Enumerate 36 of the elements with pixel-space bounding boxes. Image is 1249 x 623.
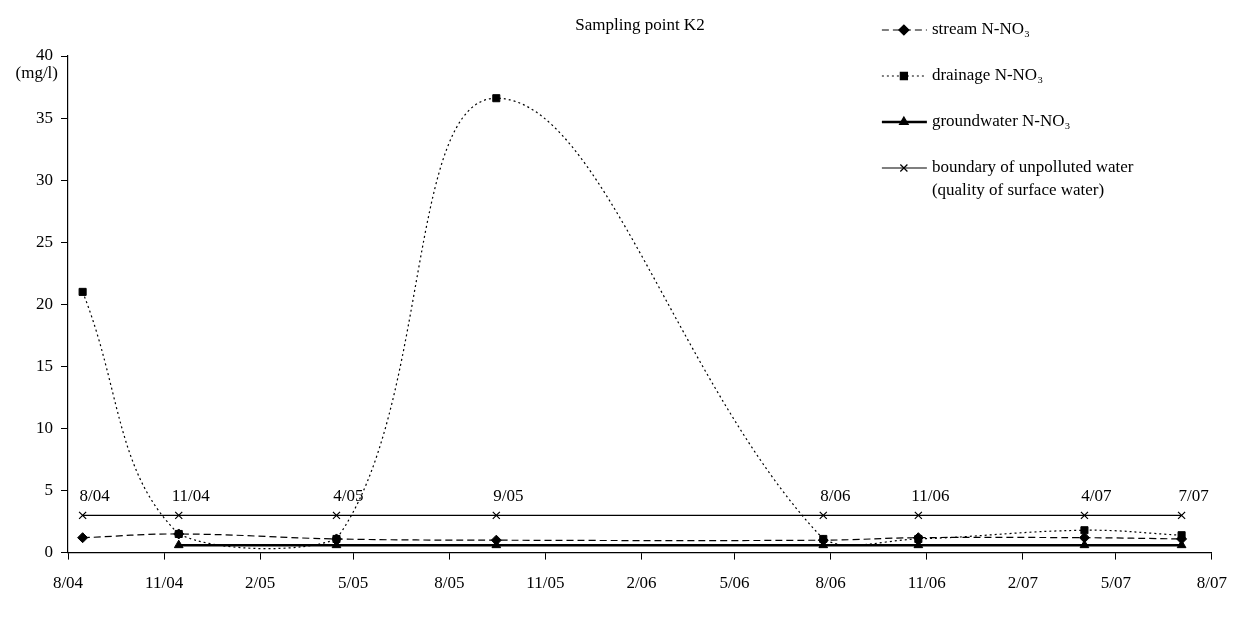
x-tick-label: 2/06 <box>626 573 657 593</box>
y-tick-label: 10 <box>36 417 53 437</box>
x-tick-label: 8/04 <box>52 573 84 593</box>
annotation: 7/07 <box>1178 486 1210 506</box>
y-tick-label: 15 <box>36 355 53 375</box>
x-tick-label: 2/05 <box>245 573 276 593</box>
x-tick-label: 2/07 <box>1007 573 1039 593</box>
y-tick-label: 20 <box>36 293 53 313</box>
x-tick-label: 8/05 <box>434 573 465 593</box>
annotation: 11/04 <box>171 486 211 506</box>
x-tick-label: 8/06 <box>815 573 846 593</box>
chart-title: Sampling point K2 <box>575 15 705 34</box>
legend-label: boundary of unpolluted water (quality of surface water) <box>931 157 1134 200</box>
x-tick-label: 8/07 <box>1196 573 1228 593</box>
annotation: 4/05 <box>333 486 364 506</box>
y-tick-label: 40 <box>36 45 53 65</box>
annotation: 8/06 <box>820 486 851 506</box>
x-tick-label: 11/06 <box>907 573 946 593</box>
annotation: 9/05 <box>493 486 524 506</box>
legend-label: drainage N-NO₃ <box>931 65 1044 85</box>
annotation: 11/06 <box>911 486 950 506</box>
x-tick-label: 5/06 <box>719 573 750 593</box>
x-tick-label: 5/07 <box>1100 573 1132 593</box>
y-tick-label: 0 <box>44 542 53 562</box>
y-tick-label: 5 <box>44 479 53 499</box>
x-tick-label: 11/04 <box>145 573 184 593</box>
annotation: 8/04 <box>79 486 111 506</box>
x-tick-label: 5/05 <box>338 573 369 593</box>
x-tick-label: 11/05 <box>526 573 565 593</box>
annotation: 4/07 <box>1081 486 1113 506</box>
legend-label: stream N-NO₃ <box>931 19 1030 39</box>
y-tick-label: 25 <box>36 231 53 251</box>
legend-label: groundwater N-NO₃ <box>931 111 1071 131</box>
y-tick-label: 30 <box>36 169 53 189</box>
y-tick-label: 35 <box>36 107 53 127</box>
y-axis-title: (mg/l) <box>15 63 58 82</box>
